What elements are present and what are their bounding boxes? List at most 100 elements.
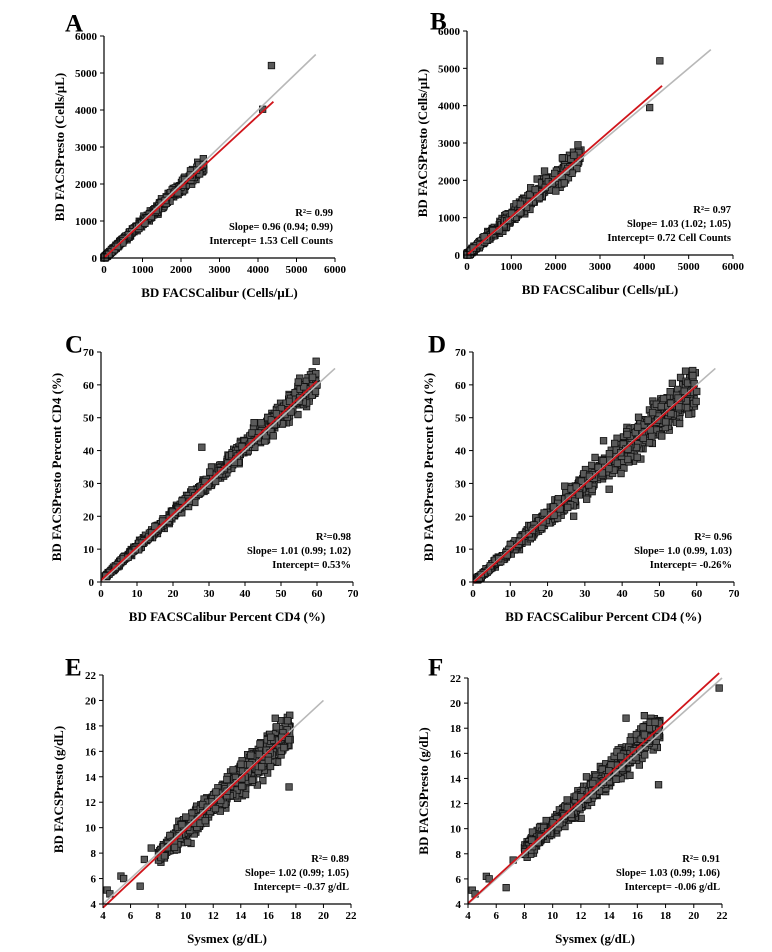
y-axis-label: BD FACSPresto (g/dL)	[51, 726, 66, 853]
x-axis-label: BD FACSCalibur (Cells/µL)	[141, 285, 298, 300]
data-point	[573, 164, 581, 173]
data-point	[605, 449, 613, 458]
x-tick-label: 18	[290, 910, 302, 922]
data-point	[223, 775, 231, 784]
x-tick-label: 30	[579, 588, 591, 600]
x-tick-label: 4000	[633, 261, 656, 273]
x-tick-label: 2000	[545, 261, 568, 273]
data-point	[248, 776, 256, 784]
data-point	[582, 773, 591, 781]
data-point	[659, 394, 668, 403]
y-tick-label: 40	[83, 446, 95, 458]
y-tick-label: 60	[83, 380, 95, 392]
data-point	[136, 882, 144, 890]
data-point	[657, 402, 665, 411]
y-tick-label: 22	[85, 670, 97, 682]
data-point	[198, 443, 206, 451]
y-tick-label: 0	[92, 253, 98, 265]
data-point	[689, 371, 697, 380]
x-axis-label: BD FACSCalibur Percent CD4 (%)	[505, 609, 701, 624]
data-point	[285, 783, 293, 791]
x-tick-label: 1000	[500, 261, 523, 273]
stats-line: Intercept= -0.37 g/dL	[254, 882, 349, 893]
stats-line: Slope= 1.02 (0.99; 1.05)	[245, 868, 349, 879]
data-point	[666, 387, 674, 396]
stats-line: Slope= 1.01 (0.99; 1.02)	[247, 546, 351, 557]
data-point	[560, 179, 568, 187]
x-tick-label: 60	[691, 588, 703, 600]
data-point	[257, 763, 266, 771]
data-point	[551, 169, 559, 178]
y-tick-label: 20	[455, 511, 467, 523]
y-tick-label: 16	[85, 746, 97, 758]
data-point	[645, 439, 654, 447]
data-point	[257, 419, 265, 427]
x-tick-label: 1000	[132, 264, 155, 276]
x-tick-label: 22	[346, 910, 358, 922]
data-point	[531, 185, 539, 194]
x-tick-label: 0	[98, 588, 104, 600]
stats-line: R²= 0.99	[295, 208, 333, 219]
regression-line	[466, 85, 663, 256]
data-point	[591, 453, 599, 462]
y-tick-label: 5000	[438, 63, 461, 75]
data-point	[284, 736, 293, 744]
data-point	[182, 813, 190, 821]
data-point	[676, 419, 684, 428]
stats-line: Slope= 1.03 (1.02; 1.05)	[627, 219, 731, 230]
y-tick-label: 40	[455, 446, 467, 458]
x-tick-label: 0	[470, 588, 476, 600]
stats-line: R²=0.98	[316, 532, 351, 543]
data-point	[570, 512, 578, 520]
y-tick-label: 3000	[75, 142, 98, 154]
data-point	[583, 495, 591, 503]
data-point	[668, 379, 676, 388]
y-tick-label: 18	[85, 721, 97, 733]
x-tick-label: 20	[542, 588, 554, 600]
y-tick-label: 10	[83, 544, 95, 556]
data-point	[693, 387, 701, 396]
data-point	[570, 151, 578, 160]
data-point	[605, 464, 613, 473]
y-tick-label: 20	[85, 695, 97, 707]
stats-line: Intercept= 1.53 Cell Counts	[209, 236, 333, 247]
panel-letter: F	[428, 655, 443, 682]
data-point	[574, 141, 582, 149]
data-point	[681, 367, 690, 375]
data-point	[646, 103, 654, 112]
stats-line: R²= 0.96	[694, 532, 732, 543]
data-point	[634, 413, 643, 421]
panel-e: E4 6 8 10 12 14 16 18 20 2246810121416182022Sysme…	[51, 655, 357, 947]
x-tick-label: 3000	[209, 264, 232, 276]
data-point	[256, 740, 264, 748]
y-tick-label: 70	[455, 347, 467, 359]
y-tick-label: 20	[83, 511, 95, 523]
y-tick-label: 5000	[75, 68, 98, 80]
x-tick-label: 20	[168, 588, 180, 600]
data-point	[241, 790, 250, 799]
data-point	[617, 469, 625, 478]
y-tick-label: 1000	[75, 216, 98, 228]
x-tick-label: 12	[208, 910, 220, 922]
x-tick-label: 4000	[247, 264, 270, 276]
data-point	[212, 788, 220, 796]
x-tick-label: 60	[312, 588, 324, 600]
regression-line	[103, 100, 275, 259]
y-tick-label: 10	[455, 544, 467, 556]
data-point	[308, 373, 317, 382]
data-point	[267, 61, 276, 70]
x-tick-label: 10	[505, 588, 517, 600]
data-point	[564, 503, 572, 512]
y-tick-label: 14	[85, 772, 97, 784]
x-tick-label: 0	[101, 264, 107, 276]
x-tick-label: 70	[348, 588, 360, 600]
identity-line	[103, 53, 317, 259]
stats-line: Intercept= 0.72 Cell Counts	[607, 233, 731, 244]
stats-line: Slope= 0.96 (0.94; 0.99)	[229, 222, 333, 233]
data-point	[170, 843, 179, 851]
y-tick-label: 2000	[75, 179, 98, 191]
panel-letter: B	[430, 9, 447, 36]
data-point	[211, 804, 220, 813]
stats-line: Slope= 1.0 (0.99, 1.03)	[634, 546, 732, 557]
